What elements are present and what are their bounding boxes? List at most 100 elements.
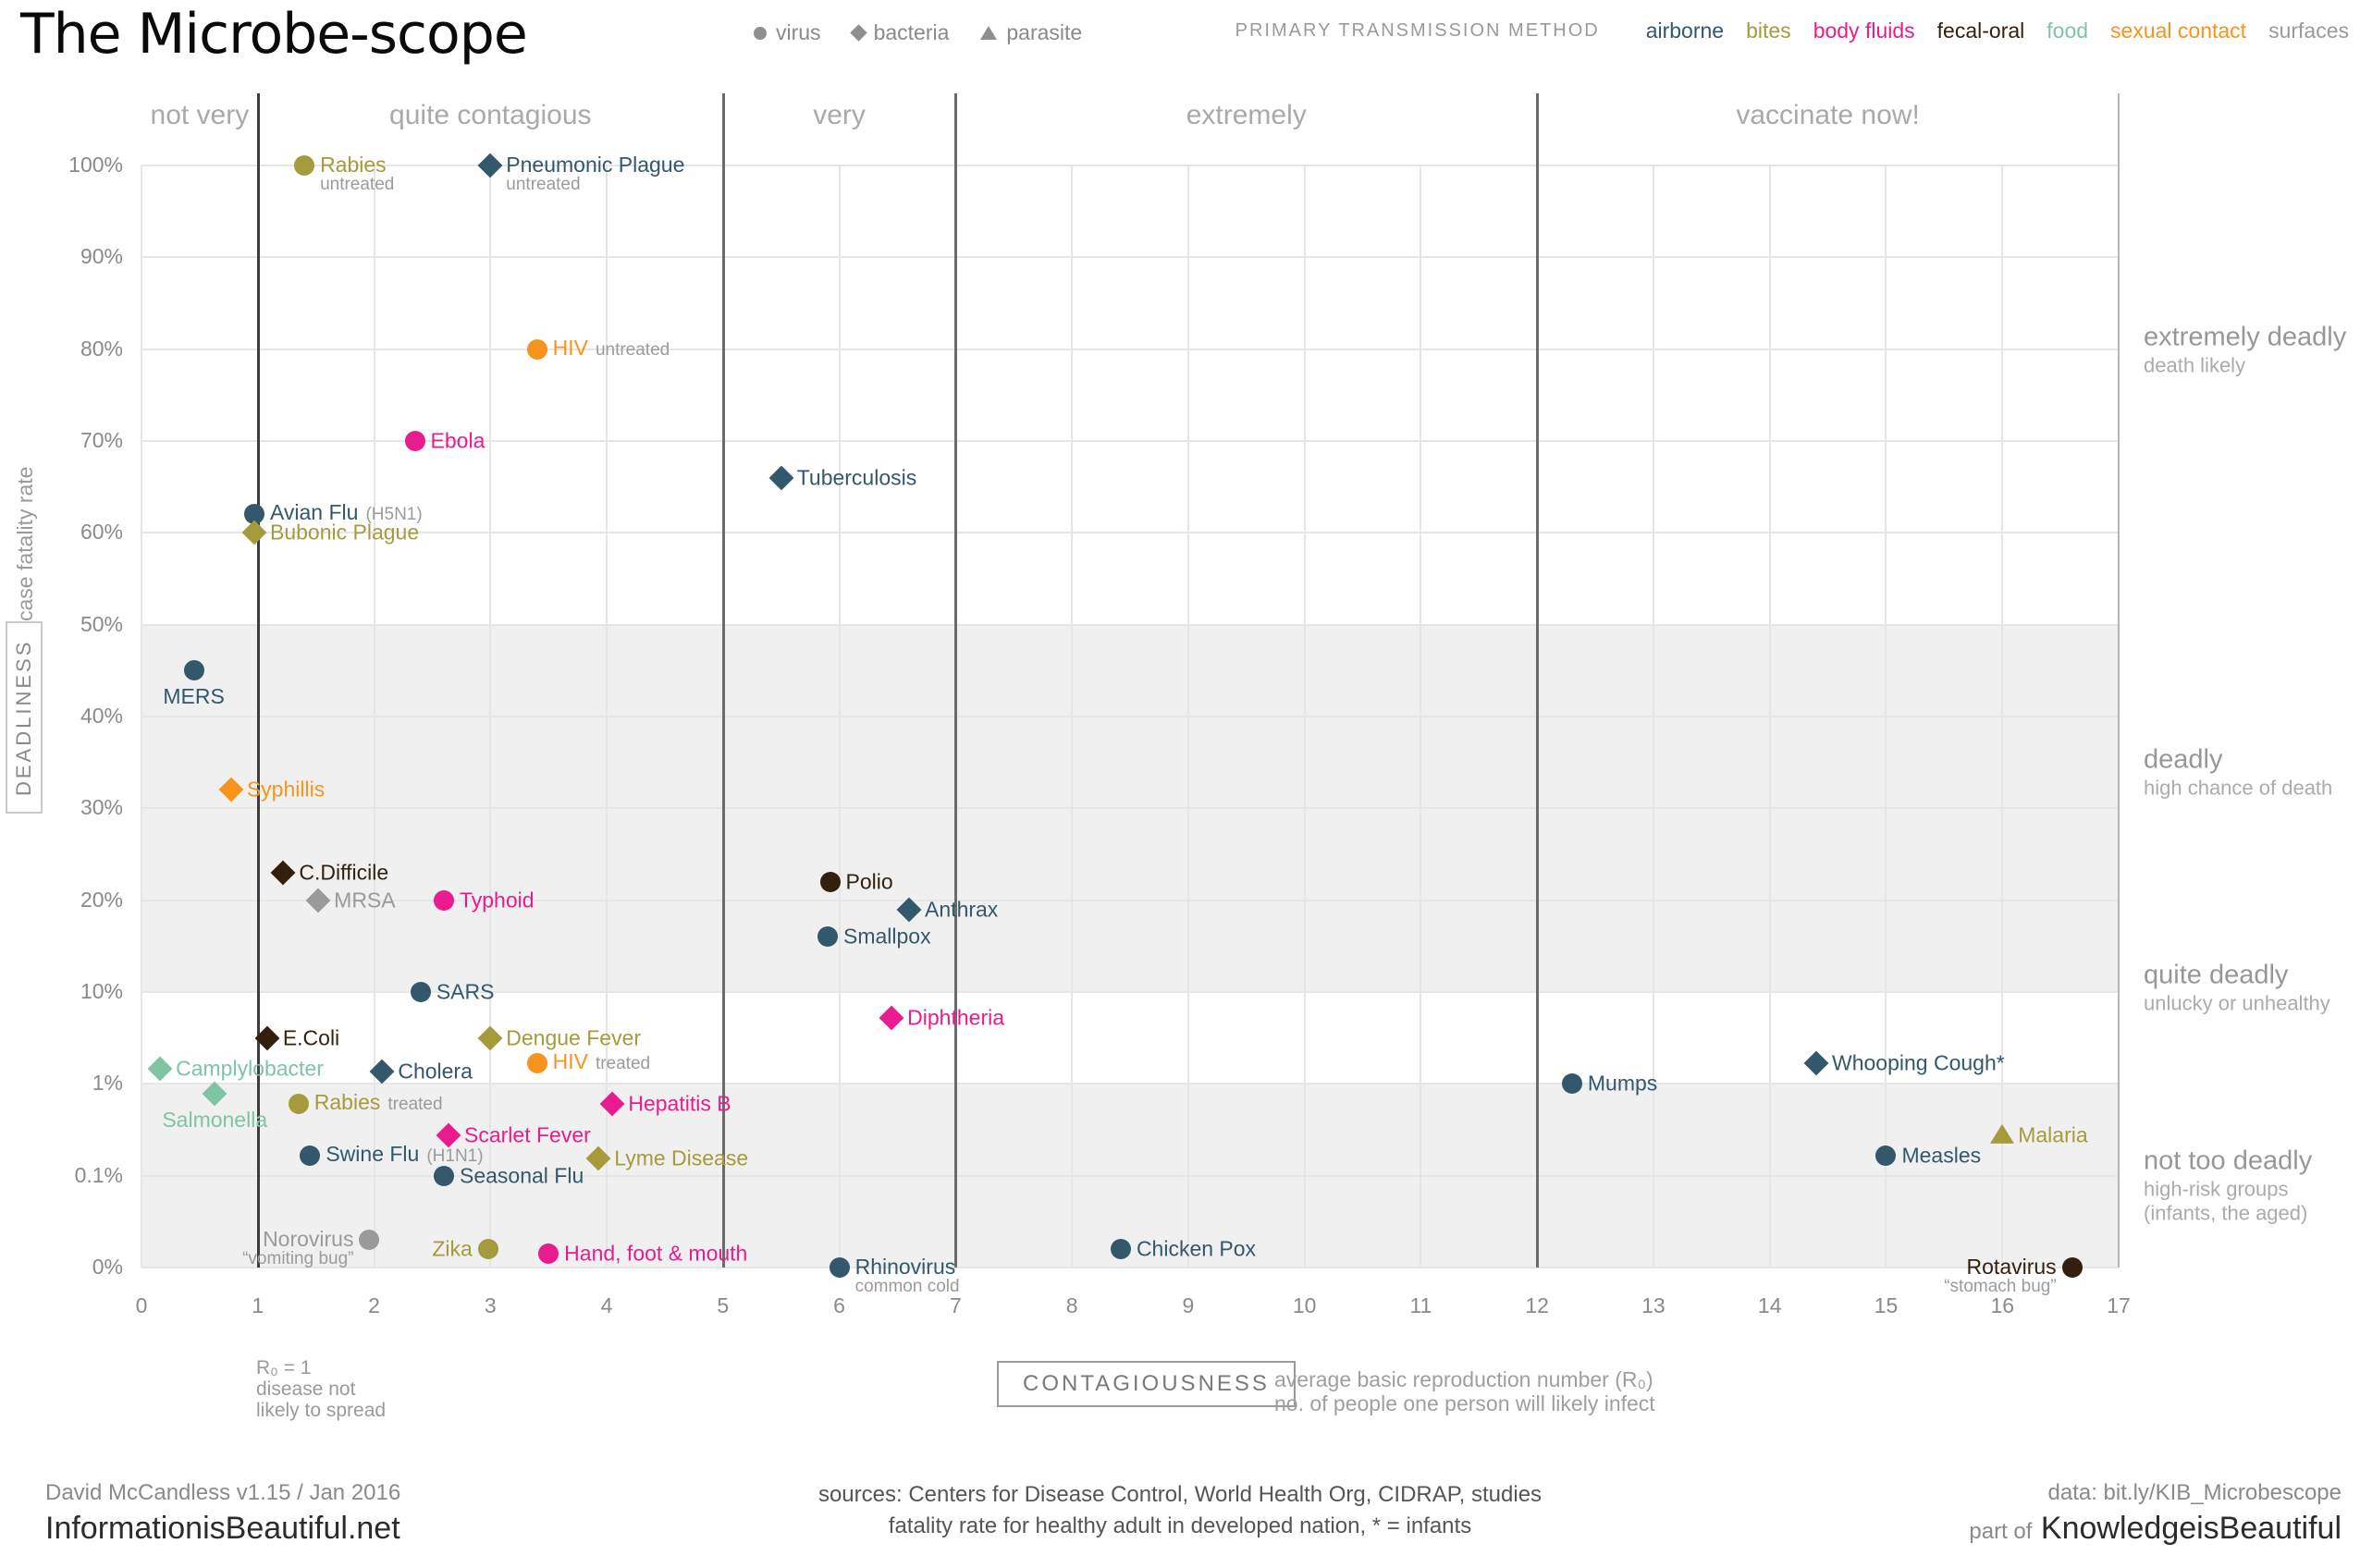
transmission-airborne: airborne [1645,18,1725,43]
shape-legend-item: virus [754,20,821,45]
transmission-bites: bites [1746,18,1791,43]
deadliness-zone-title: deadly [2144,744,2223,775]
diamond-marker [147,1056,173,1082]
x-tick-label: 4 [600,1293,613,1317]
point-label-typhoid: Typhoid [460,888,535,911]
point-label-dengue-fever: Dengue Fever [506,1026,641,1048]
knowledgeisbeautiful-brand: KnowledgeisBeautiful [2040,1511,2342,1546]
x-tick-label: 14 [1757,1293,1782,1317]
y-tick-label: 60% [80,520,123,545]
point-name: HIV [552,1049,588,1074]
circle-marker [300,1145,321,1166]
x-tick-label: 8 [1065,1293,1078,1317]
x-tick-label: 6 [833,1293,845,1317]
point-name: Typhoid [459,888,535,913]
h-gridline [141,991,2119,993]
y-tick-label: 20% [80,887,123,912]
v-gridline [1885,165,1887,1268]
v-gridline [141,165,142,1268]
page-title: The Microbe-scope [20,2,528,67]
v-gridline [1186,165,1189,1268]
shape-legend-label: bacteria [873,20,950,44]
h-gridline [141,623,2119,626]
y-tick-label: 0% [92,1255,123,1279]
contagiousness-zone-label: vaccinate now! [1736,100,1920,130]
point-name: Whooping Cough* [1832,1050,2005,1075]
y-tick-label: 80% [80,336,123,361]
point-note: (H1N1) [426,1145,484,1166]
v-gridline [1652,165,1654,1268]
x-tick-label: 1 [252,1293,264,1317]
r0-note-line1: R₀ = 1 [256,1357,312,1378]
point-label-mers: MERS [163,685,224,707]
v-gridline [2001,165,2004,1268]
shape-legend-item: parasite [980,20,1082,45]
point-label-zika: Zika [432,1238,472,1260]
point-note: “vomiting bug” [242,1249,354,1269]
point-name: Cholera [398,1059,473,1084]
point-label-scarlet-fever: Scarlet Fever [464,1123,591,1145]
point-label-mrsa: MRSA [334,888,395,911]
shape-legend-label: virus [776,20,821,44]
h-gridline [141,256,2119,259]
point-label-mumps: Mumps [1588,1072,1657,1095]
point-name: Swine Flu [326,1141,420,1166]
point-note: untreated [320,175,395,194]
point-label-salmonella: Salmonella [162,1109,267,1131]
point-name: Diphtheria [907,1005,1005,1030]
zone-divider-line [2118,93,2120,1268]
v-gridline [1768,165,1771,1268]
point-label-norovirus-vomiting-bug: Norovirus “vomiting bug” [242,1228,353,1268]
data-link[interactable]: data: bit.ly/KIB_Microbescope [2047,1480,2342,1505]
point-name: Smallpox [843,924,931,949]
deadliness-zone-subtitle: high chance of death [2144,776,2333,800]
point-note: untreated [506,175,581,194]
point-name: Anthrax [925,897,999,922]
credit-line: David McCandless v1.15 / Jan 2016 [45,1480,401,1505]
point-name: Chicken Pox [1136,1236,1257,1261]
y-tick-label: 70% [80,428,123,452]
point-label-whooping-cough: Whooping Cough* [1832,1052,2005,1074]
pathogen-type-legend: virus bacteria parasite [754,20,1113,45]
informationisbeautiful-link[interactable]: InformationisBeautiful.net [45,1511,400,1546]
circle-marker [288,1094,309,1115]
transmission-body-fluids: body fluids [1813,18,1915,43]
x-tick-label: 10 [1292,1293,1317,1317]
point-label-avian-flu-h5n1: Avian Flu (H5N1) [270,501,423,526]
fatality-note-line: fatality rate for healthy adult in devel… [888,1513,1472,1538]
contagiousness-zone-label: very [813,100,866,130]
deadliness-zone-title: quite deadly [2144,960,2289,990]
point-label-swine-flu-h1n1: Swine Flu (H1N1) [326,1143,483,1168]
point-name: E.Coli [282,1025,340,1050]
transmission-sexual-contact: sexual contact [2110,18,2247,43]
x-tick-label: 3 [484,1293,497,1317]
x-tick-label: 2 [368,1293,380,1317]
x-tick-label: 5 [717,1293,730,1317]
point-name: Measles [1901,1143,1982,1168]
point-note: treated [387,1095,443,1115]
point-note: “stomach bug” [1944,1277,2057,1296]
footer-right: data: bit.ly/KIB_Microbescope part of Kn… [1969,1477,2342,1551]
point-label-ebola: Ebola [431,430,486,452]
point-label-seasonal-flu: Seasonal Flu [460,1164,584,1186]
circle-marker [404,431,425,451]
point-label-smallpox: Smallpox [843,925,931,948]
h-gridline [141,165,2119,166]
h-gridline [141,532,2119,534]
x-tick-label: 9 [1182,1293,1195,1317]
point-name: Hepatitis B [628,1091,731,1116]
part-of-label: part of [1969,1519,2033,1544]
h-gridline [141,440,2119,442]
point-name: Pneumonic Plague [506,153,685,177]
point-label-diphtheria: Diphtheria [907,1006,1004,1028]
h-gridline [141,348,2119,350]
x-tick-label: 12 [1525,1293,1549,1317]
point-label-malaria: Malaria [2018,1123,2087,1145]
point-label-hiv-treated: HIV treated [553,1050,651,1075]
diamond-marker [241,520,267,545]
circle-marker [1110,1239,1131,1260]
contagiousness-zone-label: extremely [1186,100,1307,130]
point-name: Lyme Disease [614,1145,749,1170]
contagiousness-axis-box: CONTAGIOUSNESS [997,1361,1296,1407]
shape-legend-label: parasite [1006,20,1083,44]
